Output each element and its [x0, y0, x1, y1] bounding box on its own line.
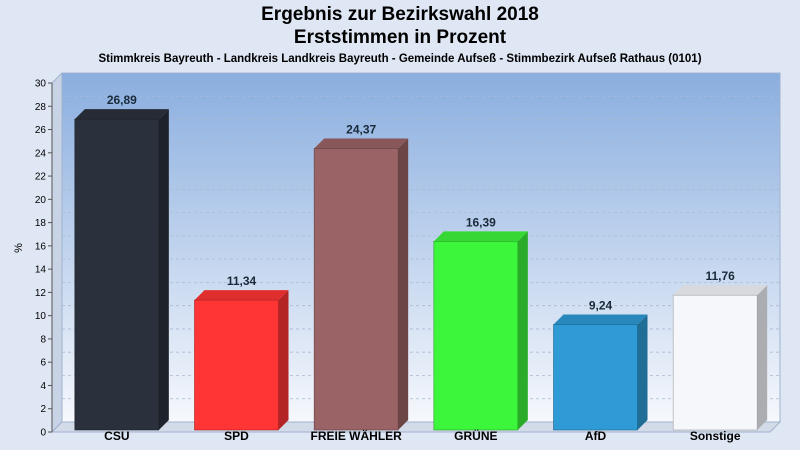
x-category-label: SPD [224, 429, 249, 443]
bar-top-3 [433, 231, 528, 242]
y-tick-label: 6 [40, 358, 46, 369]
x-category-label: Sonstige [690, 429, 741, 443]
bar-4 [553, 324, 638, 431]
chart-title-line2: Erststimmen in Prozent [293, 27, 507, 48]
bar-value-label: 26,89 [107, 93, 137, 107]
bar-2 [313, 148, 399, 431]
y-tick-label: 10 [35, 311, 47, 322]
y-axis-label: % [13, 243, 25, 253]
bar-value-label: 24,37 [346, 122, 376, 136]
x-category-label: GRÜNE [454, 428, 497, 443]
y-tick-label: 0 [40, 428, 46, 439]
y-tick-label: 20 [35, 195, 47, 206]
bar-value-label: 9,24 [589, 299, 613, 313]
plot-side-wall [51, 71, 63, 434]
y-tick-label: 4 [40, 381, 46, 392]
bar-top-1 [194, 290, 289, 301]
bar-3 [433, 241, 519, 431]
bar-side-5 [757, 285, 768, 430]
bar-value-label: 11,34 [227, 274, 257, 288]
bar-top-2 [314, 138, 409, 149]
y-tick-label: 26 [35, 125, 47, 136]
bar-side-2 [398, 138, 409, 430]
bar-side-3 [517, 231, 528, 430]
bar-1 [194, 299, 279, 431]
bar-0 [74, 118, 160, 431]
bar-top-4 [553, 314, 648, 325]
bar-5 [672, 294, 758, 431]
x-category-label: AfD [585, 429, 607, 443]
y-tick-label: 2 [40, 404, 46, 415]
y-tick-label: 8 [40, 334, 46, 345]
y-tick-label: 30 [35, 79, 47, 90]
y-tick-label: 28 [35, 102, 47, 113]
y-tick-label: 16 [35, 241, 47, 252]
bar-top-5 [673, 285, 768, 296]
bar-top-0 [74, 109, 169, 120]
x-category-label: CSU [104, 429, 129, 443]
y-tick-label: 12 [35, 288, 47, 299]
bar-side-1 [278, 290, 289, 430]
y-tick-label: 24 [35, 148, 47, 159]
x-category-label: FREIE WÄHLER [310, 428, 402, 443]
plot-back-wall [61, 72, 781, 423]
bar-value-label: 11,76 [705, 269, 735, 283]
bar-value-label: 16,39 [466, 215, 496, 229]
bar-side-0 [158, 109, 169, 431]
chart-title: Ergebnis zur Bezirkswahl 2018 [261, 4, 539, 25]
chart-subtitle: Stimmkreis Bayreuth - Landkreis Landkrei… [98, 53, 702, 65]
y-tick-label: 18 [35, 218, 47, 229]
bar-side-4 [637, 314, 648, 430]
y-tick-label: 14 [35, 265, 47, 276]
y-tick-label: 22 [35, 172, 47, 183]
